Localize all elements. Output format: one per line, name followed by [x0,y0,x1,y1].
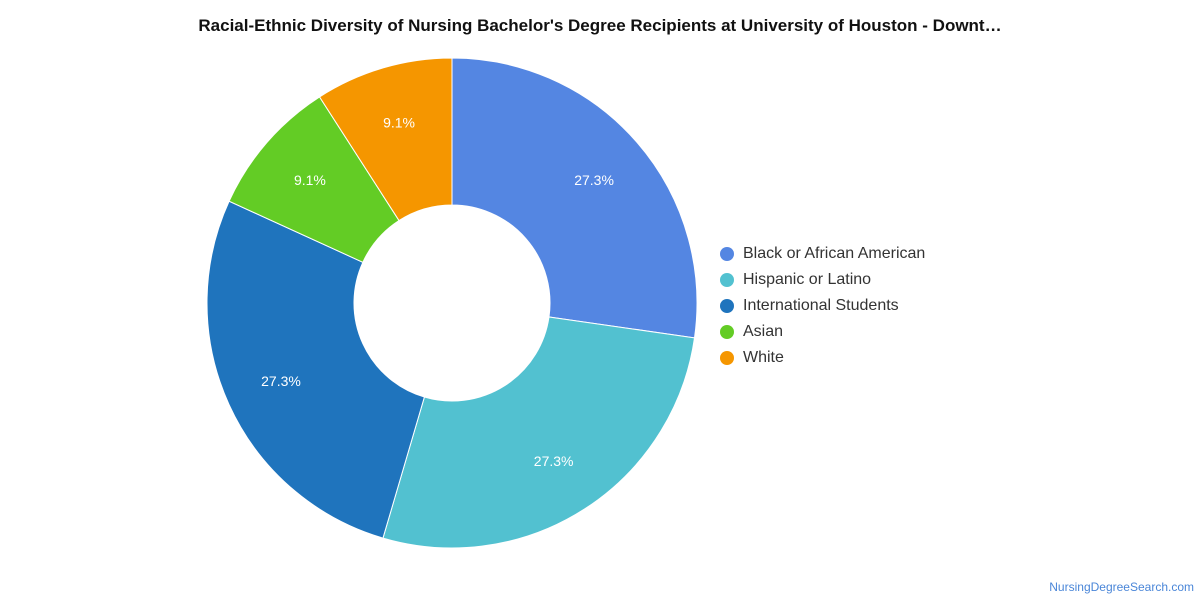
legend-item-hispanic-or-latino: Hispanic or Latino [720,267,925,293]
legend-item-asian: Asian [720,319,925,345]
legend-label: Hispanic or Latino [743,271,872,288]
legend-label: White [743,349,784,366]
slice-label-hispanic-or-latino: 27.3% [534,453,574,469]
legend-item-white: White [720,345,925,371]
source-watermark: NursingDegreeSearch.com [1049,580,1194,594]
legend-label: Asian [743,323,784,340]
slice-international-students [206,200,426,539]
slice-label-white: 9.1% [383,115,415,131]
legend-swatch [720,247,734,261]
slice-label-international-students: 27.3% [261,373,301,389]
legend-swatch [720,351,734,365]
legend-swatch [720,273,734,287]
legend-item-international-students: International Students [720,293,925,319]
legend-item-black-or-african-american: Black or African American [720,241,925,267]
chart-title: Racial-Ethnic Diversity of Nursing Bache… [198,16,1002,35]
legend-swatch [720,325,734,339]
legend-swatch [720,299,734,313]
slice-white [318,57,453,222]
legend-label: Black or African American [743,245,926,262]
slice-black-or-african-american [451,57,698,339]
slice-hispanic-or-latino [382,316,696,549]
slice-label-asian: 9.1% [294,172,326,188]
legend-label: International Students [743,297,899,314]
slice-label-black-or-african-american: 27.3% [574,172,614,188]
chart-legend: Black or African American Hispanic or Lat… [720,241,925,371]
